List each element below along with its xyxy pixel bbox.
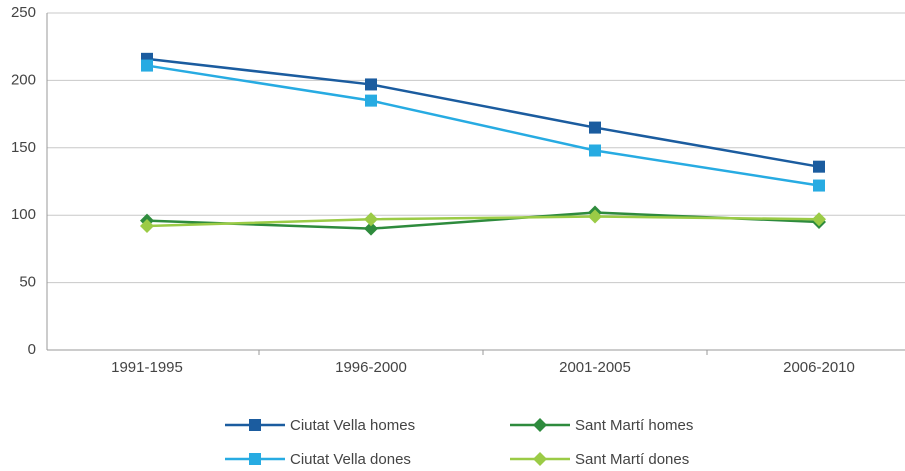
marker	[589, 144, 601, 157]
y-tick-label: 250	[11, 4, 36, 21]
marker	[249, 453, 261, 465]
x-tick-label: 1996-2000	[335, 359, 407, 376]
marker	[588, 209, 602, 224]
marker	[364, 212, 378, 227]
legend-label: Ciutat Vella dones	[290, 451, 411, 468]
series-line	[146, 64, 820, 187]
series-line	[146, 215, 820, 228]
marker	[812, 212, 826, 227]
marker	[365, 94, 377, 107]
y-tick-label: 50	[19, 274, 36, 291]
marker	[141, 59, 153, 72]
marker	[364, 221, 378, 236]
marker	[813, 160, 825, 173]
marker	[140, 218, 154, 233]
series-line	[146, 57, 820, 168]
x-tick-label: 1991-1995	[111, 359, 183, 376]
y-tick-label: 150	[11, 139, 36, 156]
x-tick-label: 2006-2010	[783, 359, 855, 376]
y-tick-label: 200	[11, 71, 36, 88]
marker	[365, 78, 377, 91]
y-tick-label: 0	[28, 341, 36, 358]
marker	[533, 418, 547, 432]
legend-label: Sant Martí dones	[575, 451, 689, 468]
marker	[533, 452, 547, 466]
y-tick-label: 100	[11, 206, 36, 223]
marker	[813, 179, 825, 192]
legend-label: Ciutat Vella homes	[290, 417, 415, 434]
marker	[249, 419, 261, 431]
marker	[589, 121, 601, 134]
legend-label: Sant Martí homes	[575, 417, 693, 434]
x-tick-label: 2001-2005	[559, 359, 631, 376]
